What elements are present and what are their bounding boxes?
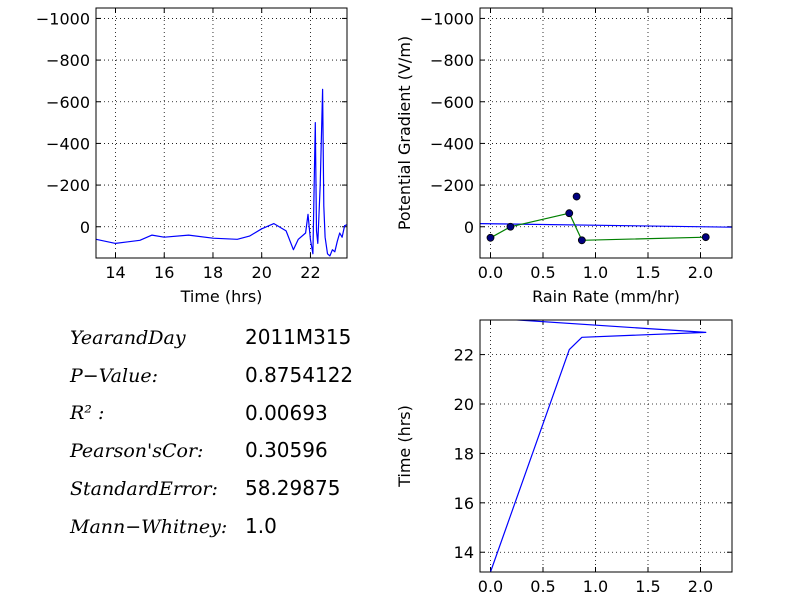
axes-frame (95, 7, 348, 259)
x-tick-label: 1.0 (583, 263, 608, 282)
y-tick-label: −400 (46, 134, 90, 153)
y-tick-label: −400 (430, 134, 474, 153)
x-axis-label: Time (hrs) (180, 287, 263, 306)
x-tick-label: 1.5 (635, 263, 660, 282)
x-tick-label: 20 (252, 263, 272, 282)
plot-area (480, 192, 732, 245)
scatter-point (565, 209, 574, 218)
chart-scatter: 0.0 0.5 1.0 1.5 2.0 −1000 −800 −600 −400 −200 0 Rai… (395, 7, 733, 306)
y-tick-label: −800 (430, 51, 474, 70)
stat-label-yearday: YearandDay (70, 327, 186, 349)
x-tick-label: 0.0 (478, 263, 503, 282)
x-tick-label: 0.5 (530, 577, 555, 596)
scatter-point (701, 233, 710, 242)
y-tick-label: −1000 (36, 9, 90, 28)
stat-label-pearson: Pearson'sCor: (70, 440, 204, 462)
series-line (489, 320, 707, 572)
y-tick-label: −1000 (420, 9, 474, 28)
scatter-point (506, 222, 515, 231)
x-tick-label: 1.0 (583, 577, 608, 596)
stat-value-mannwhitney: 1.0 (245, 514, 277, 538)
y-tick-label: 14 (454, 543, 474, 562)
y-tick-label: −200 (430, 176, 474, 195)
y-tick-label: −600 (46, 93, 90, 112)
stat-value-stderr: 58.29875 (245, 476, 341, 500)
y-axis-label: Potential Gradient (V/m) (395, 36, 414, 230)
stat-value-pearson: 0.30596 (245, 438, 328, 462)
scatter-point (572, 192, 581, 201)
x-tick-label: 2.0 (688, 263, 713, 282)
series-line (96, 88, 347, 257)
axes-frame (479, 319, 733, 573)
chart-time-vs-rain: 0.0 0.5 1.0 1.5 2.0 14 16 18 20 22 Time (hrs) (395, 319, 733, 596)
chart-timeseries: 14 16 18 20 22 −1000 −800 −600 −400 −200 0 Time (hr… (36, 7, 348, 306)
x-tick-label: 0.5 (530, 263, 555, 282)
y-tick-label: −800 (46, 51, 90, 70)
stat-value-r2: 0.00693 (245, 401, 328, 425)
x-axis-label: Rain Rate (mm/hr) (532, 287, 680, 306)
scatter-point (486, 233, 495, 242)
stat-label-r2: R² : (70, 402, 105, 424)
axes-frame (479, 7, 733, 259)
y-tick-label: 18 (454, 444, 474, 463)
x-tick-label: 18 (203, 263, 223, 282)
scatter-point (577, 236, 586, 245)
x-tick-label: 16 (154, 263, 174, 282)
x-tick-label: 0.0 (478, 577, 503, 596)
stat-label-pvalue: P−Value: (70, 365, 158, 387)
plot-area (489, 320, 707, 572)
stat-label-stderr: StandardError: (70, 478, 218, 500)
y-tick-label: 22 (454, 346, 474, 365)
y-tick-label: 0 (464, 218, 474, 237)
y-tick-label: −200 (46, 176, 90, 195)
x-tick-label: 1.5 (635, 577, 660, 596)
stat-label-mannwhitney: Mann−Whitney: (70, 516, 228, 538)
y-tick-label: 0 (80, 218, 90, 237)
stat-value-pvalue: 0.8754122 (245, 363, 354, 387)
stat-value-yearday: 2011M315 (245, 325, 352, 349)
x-tick-label: 22 (300, 263, 320, 282)
y-tick-label: 20 (454, 395, 474, 414)
x-tick-label: 2.0 (688, 577, 713, 596)
y-tick-label: −600 (430, 93, 474, 112)
y-tick-label: 16 (454, 494, 474, 513)
y-axis-label: Time (hrs) (395, 405, 414, 488)
x-tick-label: 14 (105, 263, 125, 282)
plot-area (96, 88, 347, 257)
